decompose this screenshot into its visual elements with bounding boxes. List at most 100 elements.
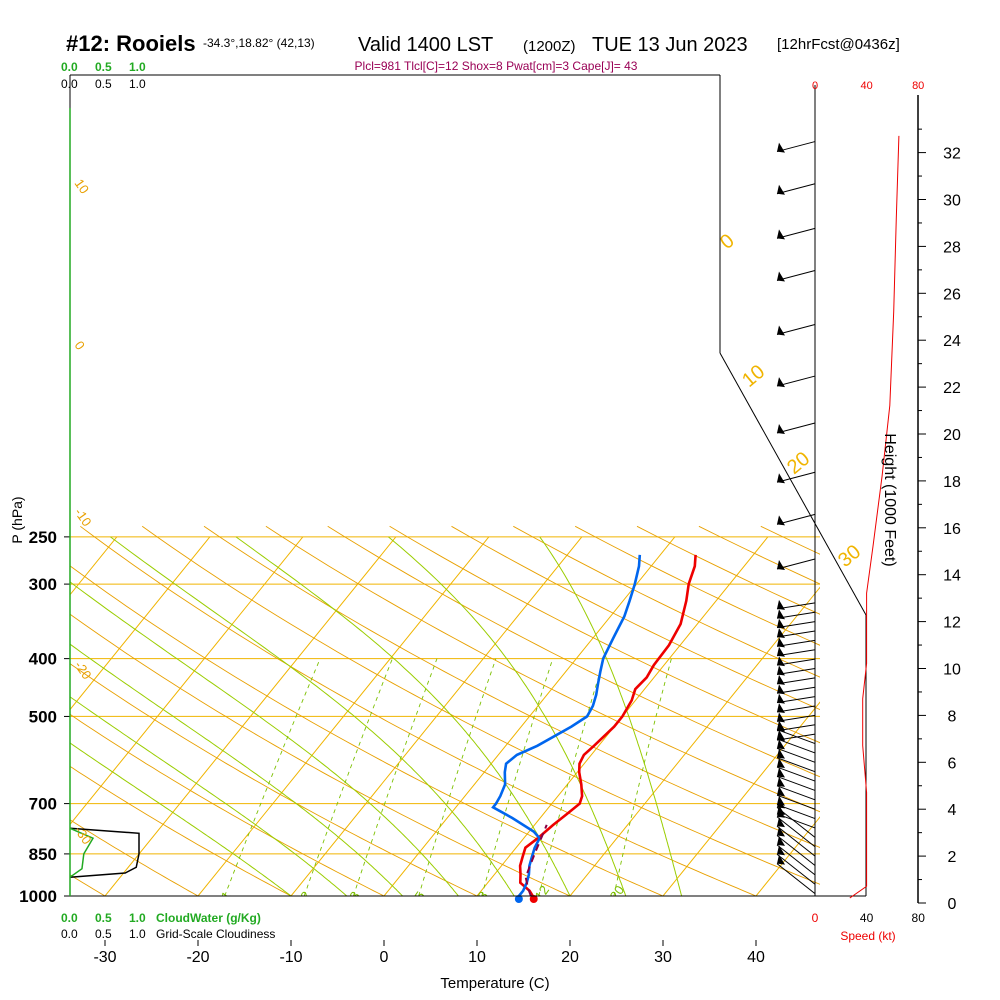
wind-barb (776, 817, 816, 857)
wind-barb (776, 748, 816, 773)
height-tick-label: 10 (943, 662, 961, 679)
valid-time: Valid 1400 LST (358, 34, 493, 56)
temperature-tick-label: -10 (279, 949, 302, 966)
moist-adiabat (70, 742, 292, 896)
wind-barb (776, 807, 816, 848)
isotherm (755, 816, 820, 896)
pressure-tick-label: 1000 (19, 887, 57, 906)
height-tick-label: 20 (943, 427, 961, 444)
cloud-water-tick-label: 0.0 (61, 911, 78, 925)
wind-barb (776, 227, 816, 240)
x-axis-label: Temperature (C) (440, 975, 549, 992)
mixing-ratio-label: 1 (218, 889, 234, 904)
cloudiness-tick-label: 1.0 (129, 927, 146, 941)
wind-barb (776, 674, 816, 685)
wind-speed-line (849, 135, 900, 899)
wind-barb (776, 758, 816, 782)
wind-barb (776, 665, 816, 676)
wind-barb (776, 599, 816, 610)
wind-barb (776, 656, 816, 667)
wind-barb (776, 767, 816, 791)
wind-barb (776, 627, 816, 638)
dry-adiabat-label: -10 (72, 505, 95, 529)
cloud-water-tick-label: 0.5 (95, 911, 112, 925)
dry-adiabat (70, 713, 385, 896)
cloudiness-profile (69, 827, 140, 878)
dry-adiabat (389, 525, 820, 744)
wind-barb (776, 684, 816, 695)
height-tick-label: 24 (943, 333, 961, 350)
mixing-ratio-line (481, 658, 554, 896)
wind-barb (776, 141, 816, 153)
dry-adiabat (141, 525, 820, 885)
wind-barb (776, 854, 816, 895)
cloudiness-tick-label: 0.0 (61, 927, 78, 941)
temperature-tick-label: 30 (654, 949, 672, 966)
pressure-tick-label: 500 (29, 707, 57, 726)
mixing-ratio-line (613, 658, 672, 896)
surface-dewpoint-dot (514, 895, 523, 903)
mixing-ratio-line (418, 658, 497, 896)
station-title: #12: Rooiels (66, 31, 196, 56)
moist-adiabat (388, 536, 627, 896)
moist-adiabat (70, 696, 348, 896)
height-tick-label: 4 (948, 802, 957, 819)
mixing-ratio-line (224, 658, 321, 896)
theta-label: 0 (716, 230, 739, 254)
mixing-ratio-label: 2 (297, 889, 313, 904)
wind-barb (776, 693, 816, 704)
wind-barb (776, 637, 816, 648)
speed-axis-label: Speed (kt) (840, 929, 895, 943)
dry-adiabat (574, 525, 820, 646)
speed-tick-label-top: 40 (860, 80, 872, 92)
height-tick-label: 30 (943, 193, 961, 210)
isotherm (383, 536, 676, 896)
stability-indices: Plcl=981 Tlcl[C]=12 Shox=8 Pwat[cm]=3 Ca… (355, 59, 638, 73)
speed-tick-label-bottom: 0 (812, 911, 819, 925)
speed-tick-label-bottom: 80 (912, 911, 926, 925)
theta-label: 30 (834, 541, 865, 572)
top-cloudiness-tick-label: 0.0 (61, 77, 78, 91)
wind-barb (776, 558, 816, 570)
mixing-ratio-label: 20 (607, 883, 628, 903)
dry-adiabat (0, 526, 32, 908)
wind-barb (776, 786, 816, 810)
isotherm (290, 536, 583, 896)
height-tick-label: 28 (943, 239, 961, 256)
temperature-tick-label: 10 (468, 949, 486, 966)
temperature-tick-label: 40 (747, 949, 765, 966)
wind-barb (776, 776, 816, 801)
height-tick-label: 32 (943, 146, 961, 163)
wind-barb (776, 513, 816, 526)
utc-time: (1200Z) (523, 38, 576, 55)
cloudiness-tick-label: 0.5 (95, 927, 112, 941)
wind-barb (776, 422, 816, 434)
cloud-water-profile (69, 827, 95, 878)
wind-barb (776, 609, 816, 620)
temperature-tick-label: 20 (561, 949, 579, 966)
cloud-water-tick-label: 1.0 (129, 911, 146, 925)
isotherm (70, 536, 211, 711)
height-tick-label: 12 (943, 615, 961, 632)
wind-barb (776, 618, 816, 629)
isotherm (0, 537, 24, 896)
surface-temperature-dot (529, 895, 538, 903)
cloudiness-label: Grid-Scale Cloudiness (156, 927, 275, 941)
wind-barb (776, 712, 816, 723)
isotherm (104, 536, 397, 896)
dry-adiabat (70, 819, 199, 896)
profile-lines (69, 554, 697, 903)
isotherm (197, 536, 490, 896)
moist-adiabat (70, 581, 459, 896)
dry-adiabat (203, 525, 820, 848)
height-tick-label: 22 (943, 380, 961, 397)
dry-adiabat-label: 10 (72, 176, 93, 196)
moist-adiabat (235, 536, 571, 896)
mixing-ratio-line (538, 658, 605, 896)
dry-adiabat (70, 565, 665, 896)
height-tick-label: 14 (943, 568, 961, 585)
wind-barb (776, 845, 816, 885)
pressure-tick-label: 250 (29, 528, 57, 547)
moist-adiabat (539, 536, 683, 896)
